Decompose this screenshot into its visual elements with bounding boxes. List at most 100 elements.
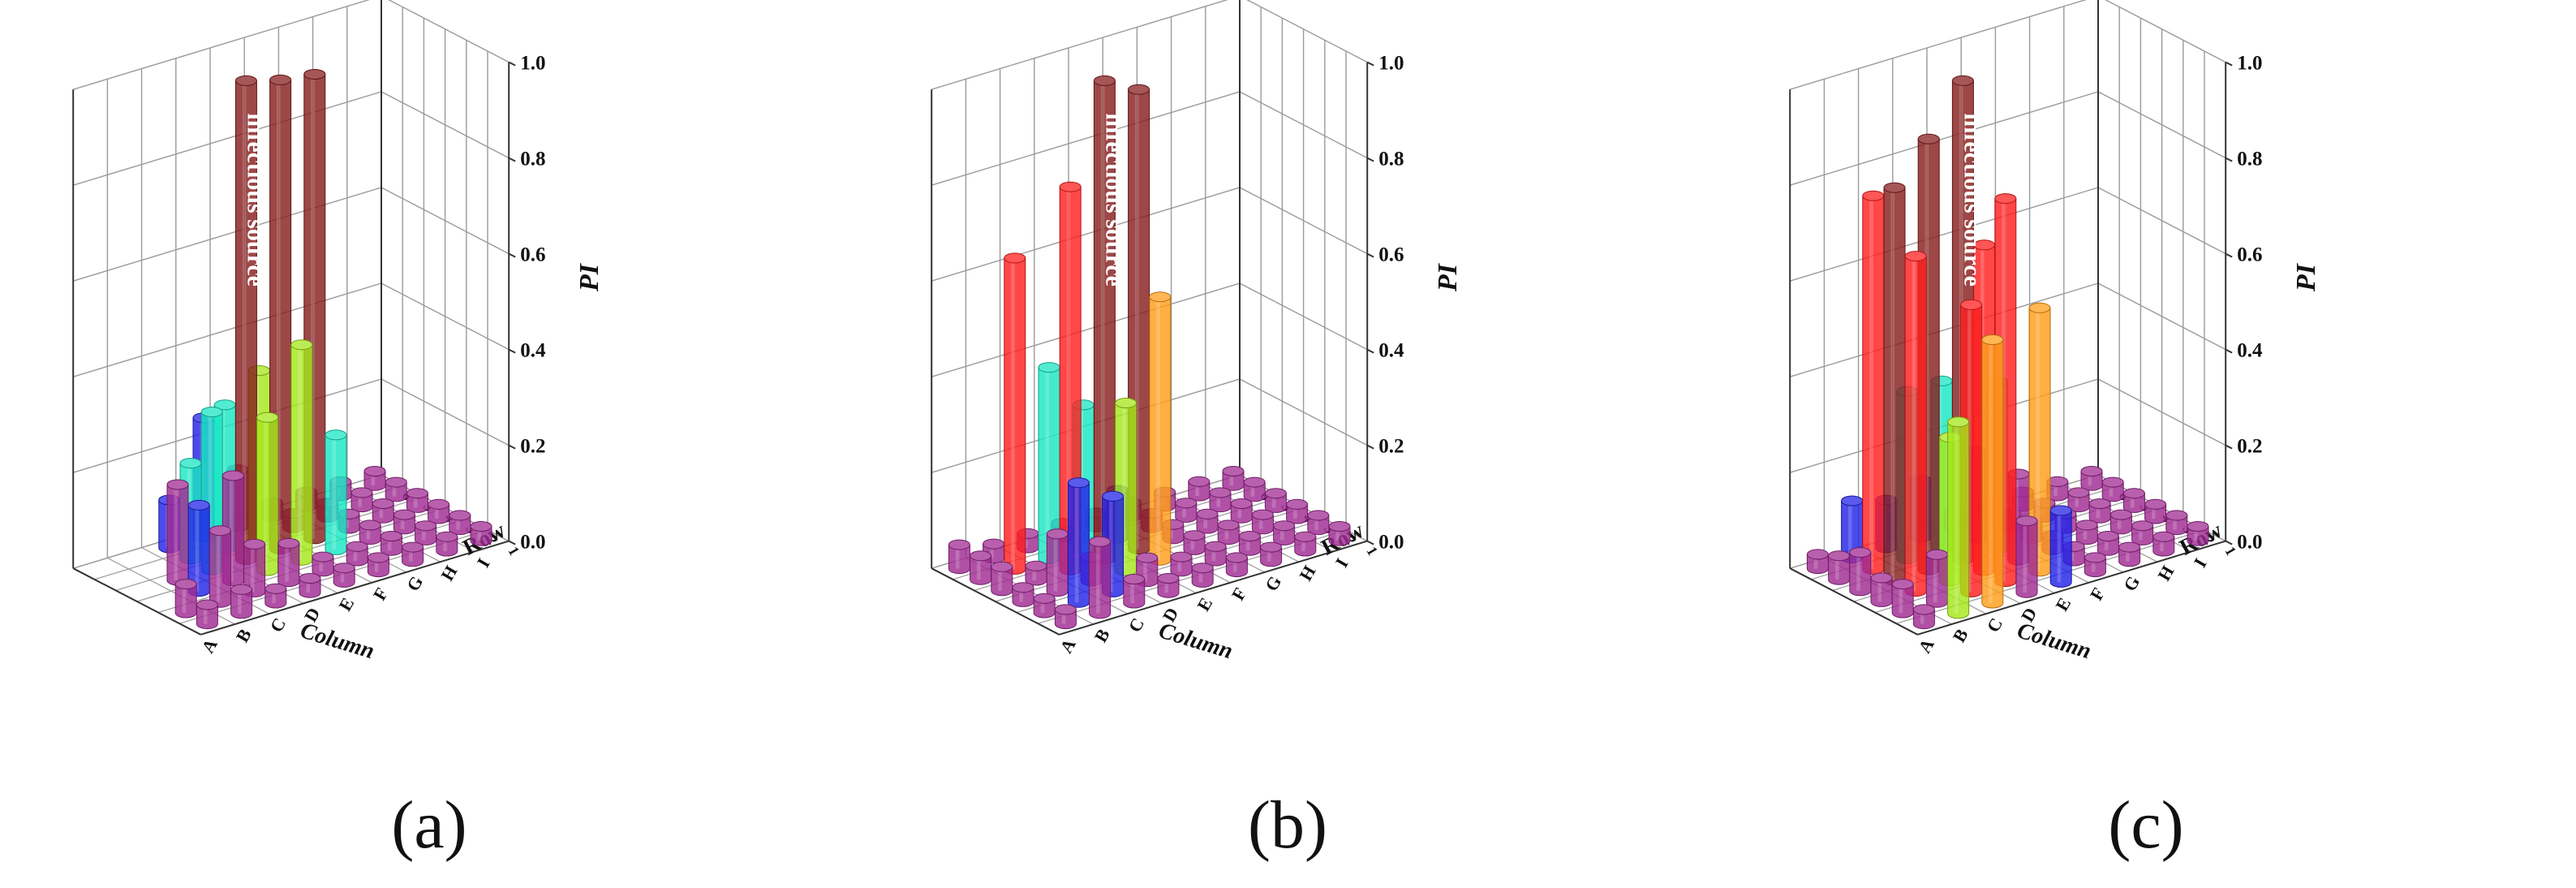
column-axis-line [1789, 567, 1918, 636]
bar-body [1149, 296, 1172, 566]
row-axis-line [200, 540, 510, 636]
bar-top [363, 466, 386, 476]
bar-body [2152, 536, 2175, 557]
bar-top [372, 498, 394, 509]
column-tick-label: G [1261, 572, 1285, 594]
bar-top [187, 499, 210, 511]
bar-top [1891, 579, 1914, 590]
bar-top [1307, 510, 1330, 521]
bar-highlight [1271, 493, 1276, 508]
bar-highlight [1032, 566, 1036, 580]
bar-highlight [1912, 256, 1916, 592]
bar-highlight [2070, 546, 2075, 561]
bar-highlight [456, 515, 460, 530]
bar-top [2049, 505, 2072, 516]
bar-top [1093, 75, 1116, 86]
bar-top [1238, 531, 1261, 541]
bar-highlight [1967, 304, 1972, 593]
bar-top [234, 75, 257, 86]
bar-top [415, 520, 437, 532]
bar-top [406, 488, 428, 499]
bar-highlight [2023, 520, 2027, 593]
z-tick-mark [2225, 61, 2233, 67]
z-tick-label: 0.6 [520, 244, 545, 266]
bar-I2 [1307, 510, 1330, 536]
z-tick-mark [2225, 540, 2233, 545]
row-tick-label: 1 [505, 544, 523, 558]
bar-highlight [1066, 187, 1071, 571]
bar-highlight [1869, 196, 1873, 570]
bar-body [2187, 526, 2209, 546]
bar-B4 [1883, 182, 1906, 586]
bar-highlight [2002, 198, 2006, 582]
bar-A4 [991, 561, 1013, 597]
bar-highlight [195, 505, 200, 592]
bar-highlight [1079, 404, 1084, 549]
bar-G1 [2118, 541, 2141, 567]
z-tick-mark [508, 348, 516, 354]
bar-B1 [230, 584, 253, 619]
bar-body [1089, 541, 1112, 619]
bar-top [243, 538, 266, 550]
bar-highlight [1011, 257, 1015, 570]
bar-highlight [1109, 496, 1113, 593]
bar-body [264, 588, 287, 609]
bar-F1 [1225, 552, 1248, 578]
bar-highlight [477, 526, 481, 541]
bar-G2 [2096, 531, 2119, 556]
bar-body [1054, 609, 1077, 630]
bar-top [1925, 549, 1948, 560]
bar-top [393, 509, 415, 520]
column-tick-label: A [1914, 635, 1938, 656]
bar-B2 [1067, 477, 1090, 608]
bar-top [1217, 519, 1240, 531]
bar-highlight [277, 80, 281, 550]
column-tick-label: F [369, 584, 392, 604]
bar-top [436, 531, 458, 542]
bar-I2 [449, 510, 471, 536]
bar-top [1175, 498, 1198, 509]
column-tick-label: B [232, 625, 256, 645]
z-tick-label: 0.8 [2237, 149, 2262, 170]
bar-A2 [174, 579, 197, 619]
bar-E3 [1149, 291, 1172, 566]
bar-body [1157, 578, 1180, 598]
bar-top [2084, 552, 2106, 563]
bar-I5 [1243, 476, 1266, 502]
bar-body [1849, 552, 1872, 597]
bar-A1 [1054, 604, 1077, 630]
bar-body [2118, 546, 2141, 567]
bar-top [1089, 536, 1112, 547]
bar-highlight [1100, 80, 1105, 560]
bar-A1 [196, 599, 218, 630]
bar-I6 [363, 466, 386, 491]
bar-top [209, 525, 231, 537]
z-tick-mark [2225, 157, 2233, 162]
bar-body [1862, 195, 1885, 575]
bar-top [1960, 299, 1983, 310]
bar-top [1230, 498, 1253, 509]
bar-highlight [955, 545, 960, 569]
bar-highlight [1122, 403, 1126, 571]
panel-caption-b: (b) [1248, 787, 1327, 863]
bar-top [1059, 181, 1082, 192]
bar-E3 [290, 339, 313, 566]
bar-top [1264, 488, 1287, 499]
bar-E2 [1170, 551, 1193, 577]
bar-top [970, 550, 992, 562]
bar-top [256, 412, 279, 423]
bars [1806, 75, 2209, 630]
bar-top [2096, 531, 2119, 541]
bar-H6 [1188, 476, 1211, 502]
bar-top [991, 561, 1013, 572]
bar-H1 [1294, 531, 1317, 557]
bar-body [1067, 482, 1090, 608]
z-tick-label: 0.2 [520, 436, 545, 458]
bar-body [2049, 510, 2072, 588]
bar-highlight [1924, 139, 1929, 571]
bar-highlight [174, 485, 178, 580]
bar-body [1191, 567, 1214, 588]
bar-highlight [2036, 308, 2040, 571]
column-axis-title: Column [2015, 618, 2094, 664]
bar-F1 [367, 552, 389, 578]
